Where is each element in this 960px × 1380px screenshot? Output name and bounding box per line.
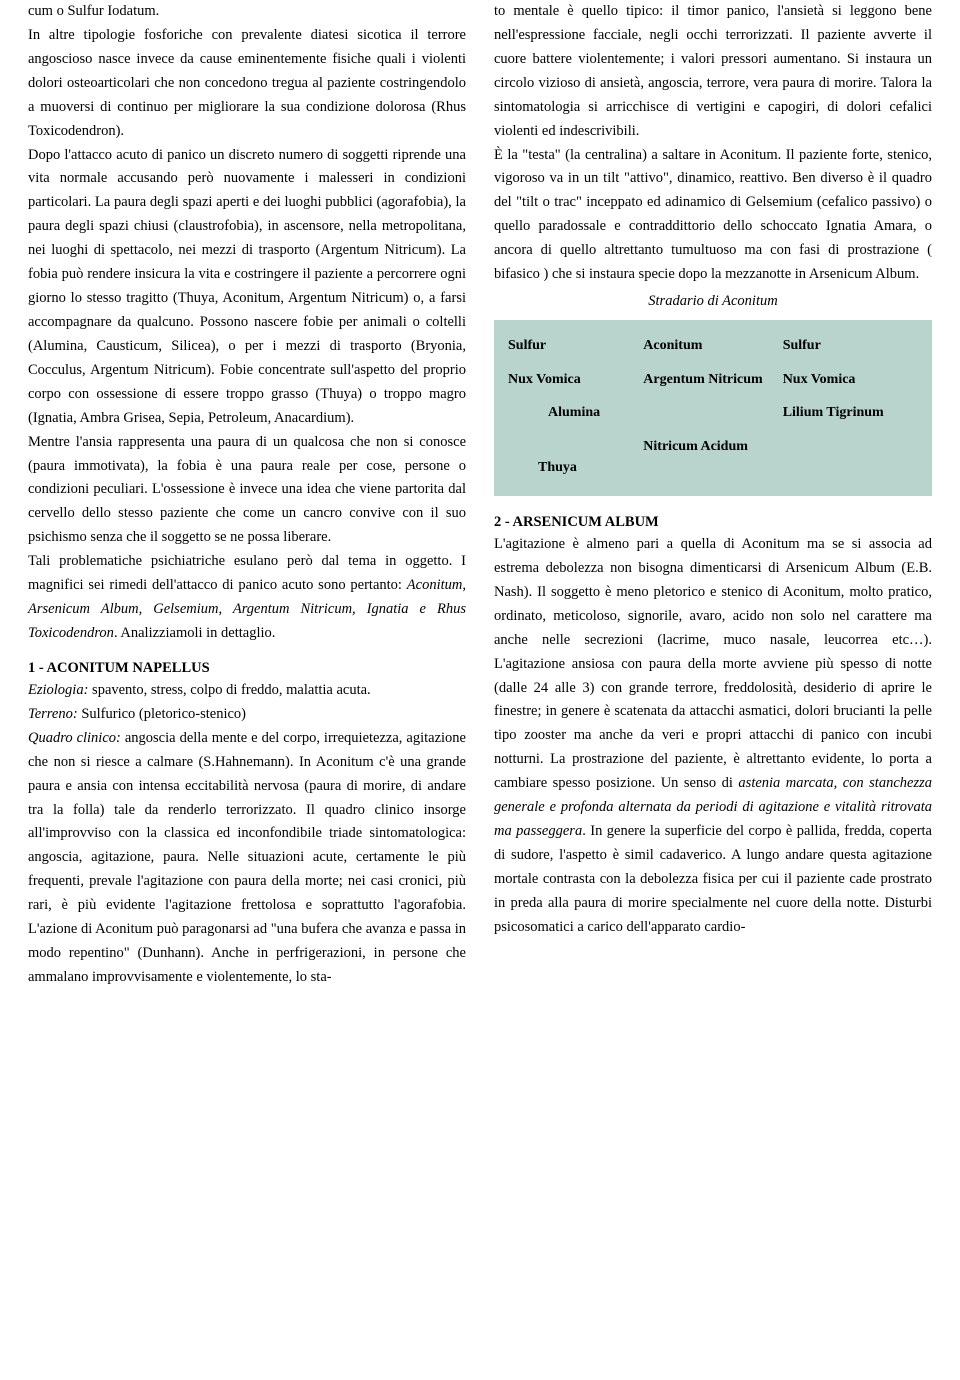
eziologia-line: Eziologia: spavento, stress, colpo di fr… — [28, 679, 466, 703]
stradario-caption: Stradario di Aconitum — [494, 293, 932, 310]
paragraph: In altre tipologie fosforiche con preval… — [28, 24, 466, 144]
paragraph: Dopo l'attacco acuto di panico un discre… — [28, 144, 466, 431]
stradario-table: Sulfur Aconitum Sulfur Nux Vomica Argent… — [494, 320, 932, 496]
paragraph: to mentale è quello tipico: il timor pan… — [494, 0, 932, 144]
table-row: Sulfur Aconitum Sulfur — [508, 336, 918, 356]
right-column: to mentale è quello tipico: il timor pan… — [494, 0, 932, 990]
paragraph: Mentre l'ansia rappresenta una paura di … — [28, 431, 466, 551]
table-row: Thuya — [508, 458, 918, 478]
table-row: Nux Vomica Argentum Nitricum Nux Vomica — [508, 370, 918, 390]
table-row: Alumina Lilium Tigrinum — [508, 403, 918, 423]
paragraph: Tali problematiche psichiatriche esulano… — [28, 550, 466, 646]
section-heading-aconitum: 1 - ACONITUM NAPELLUS — [28, 660, 466, 677]
section-heading-arsenicum: 2 - ARSENICUM ALBUM — [494, 514, 932, 531]
quadro-clinico: Quadro clinico: angoscia della mente e d… — [28, 727, 466, 990]
paragraph: L'agitazione è almeno pari a quella di A… — [494, 533, 932, 940]
table-row: Nitricum Acidum — [508, 437, 918, 457]
left-column: cum o Sulfur Iodatum. In altre tipologie… — [28, 0, 466, 990]
paragraph: cum o Sulfur Iodatum. — [28, 0, 466, 24]
paragraph: È la "testa" (la centralina) a saltare i… — [494, 144, 932, 288]
terreno-line: Terreno: Sulfurico (pletorico-stenico) — [28, 703, 466, 727]
